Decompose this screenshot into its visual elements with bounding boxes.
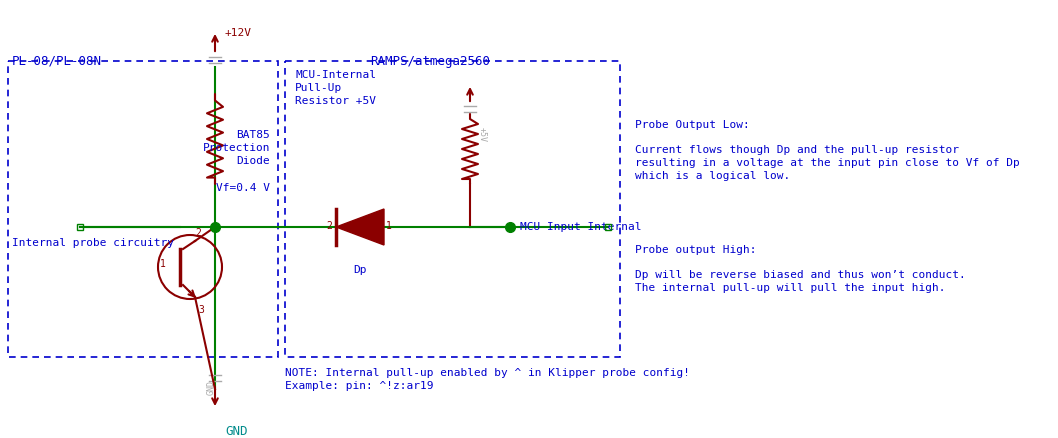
Text: RAMPS/atmega2560: RAMPS/atmega2560: [370, 55, 490, 68]
Bar: [8, 62, 278, 357]
Text: Current flows though Dp and the pull-up resistor
resulting in a voltage at the i: Current flows though Dp and the pull-up …: [635, 145, 1020, 181]
Text: Dp will be reverse biased and thus won’t conduct.
The internal pull-up will pull: Dp will be reverse biased and thus won’t…: [635, 269, 966, 293]
Text: GND: GND: [207, 380, 216, 395]
Text: Internal probe circuitry: Internal probe circuitry: [12, 237, 174, 247]
Text: 1: 1: [160, 258, 166, 268]
Polygon shape: [336, 209, 384, 245]
Text: 3: 3: [198, 304, 204, 314]
Text: +5V: +5V: [478, 127, 487, 142]
Text: MCU Input Internal: MCU Input Internal: [519, 222, 641, 231]
Text: GND: GND: [225, 424, 248, 437]
Text: 2: 2: [195, 227, 201, 237]
Text: NOTE: Internal pull-up enabled by ^ in Klipper probe config!
Example: pin: ^!z:a: NOTE: Internal pull-up enabled by ^ in K…: [285, 367, 690, 390]
Text: +12V: +12V: [225, 28, 252, 38]
Text: MCU-Internal
Pull-Up
Resistor +5V: MCU-Internal Pull-Up Resistor +5V: [295, 70, 376, 106]
Text: Dp: Dp: [353, 265, 367, 274]
Text: Probe Output Low:: Probe Output Low:: [635, 120, 750, 130]
Text: PL-08/PL-08N: PL-08/PL-08N: [12, 55, 102, 68]
Bar: [285, 62, 620, 357]
Text: BAT85
Protection
Diode

Vf=0.4 V: BAT85 Protection Diode Vf=0.4 V: [202, 130, 270, 192]
Text: Probe output High:: Probe output High:: [635, 244, 756, 254]
Text: 1: 1: [386, 220, 391, 230]
Text: 2: 2: [326, 220, 332, 230]
